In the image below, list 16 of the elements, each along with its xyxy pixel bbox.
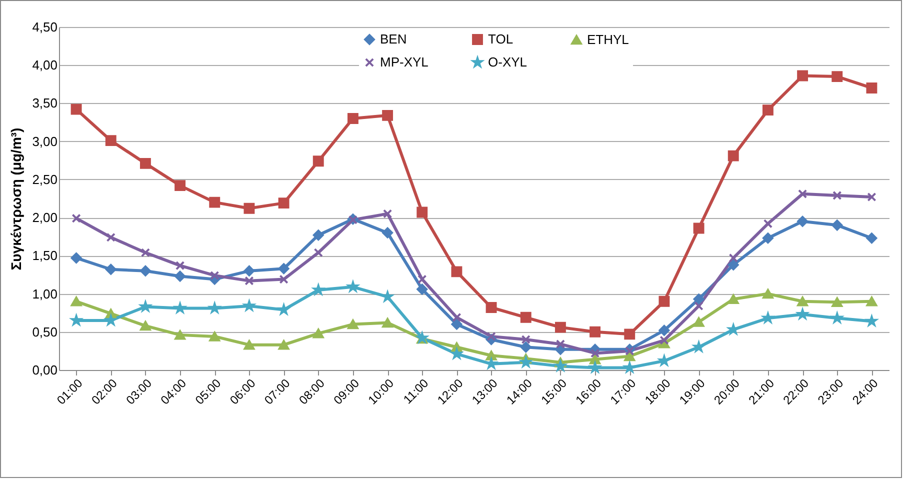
- legend-label: BEN: [380, 32, 407, 47]
- y-tick-label: 1,00: [32, 286, 58, 302]
- y-tick-label: 0,50: [32, 324, 58, 340]
- legend-label: O-XYL: [488, 54, 528, 70]
- y-tick-label: 1,50: [32, 248, 58, 264]
- y-tick-label: 2,00: [32, 210, 58, 226]
- y-axis-title: Συγκέντρωση (μg/m³): [8, 128, 24, 270]
- y-tick-label: 0,00: [32, 362, 58, 378]
- legend-label: ETHYL: [587, 32, 629, 47]
- legend-label: MP-XYL: [380, 54, 428, 70]
- y-tick-label: 3,50: [32, 96, 58, 111]
- legend-label: TOL: [488, 32, 514, 47]
- y-tick-label: 2,50: [32, 172, 58, 187]
- y-tick-label: 4,00: [32, 58, 58, 73]
- y-tick-label: 4,50: [32, 20, 58, 34]
- y-tick-label: 3,00: [32, 134, 58, 149]
